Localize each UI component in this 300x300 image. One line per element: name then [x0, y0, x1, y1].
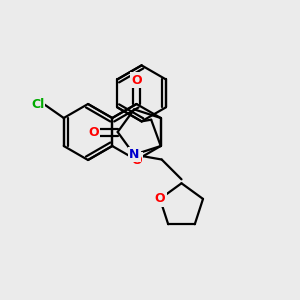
- Text: Cl: Cl: [31, 98, 44, 110]
- Text: O: O: [131, 154, 142, 166]
- Text: O: O: [88, 125, 99, 139]
- Text: O: O: [155, 192, 165, 206]
- Text: N: N: [129, 148, 139, 161]
- Text: O: O: [131, 74, 142, 87]
